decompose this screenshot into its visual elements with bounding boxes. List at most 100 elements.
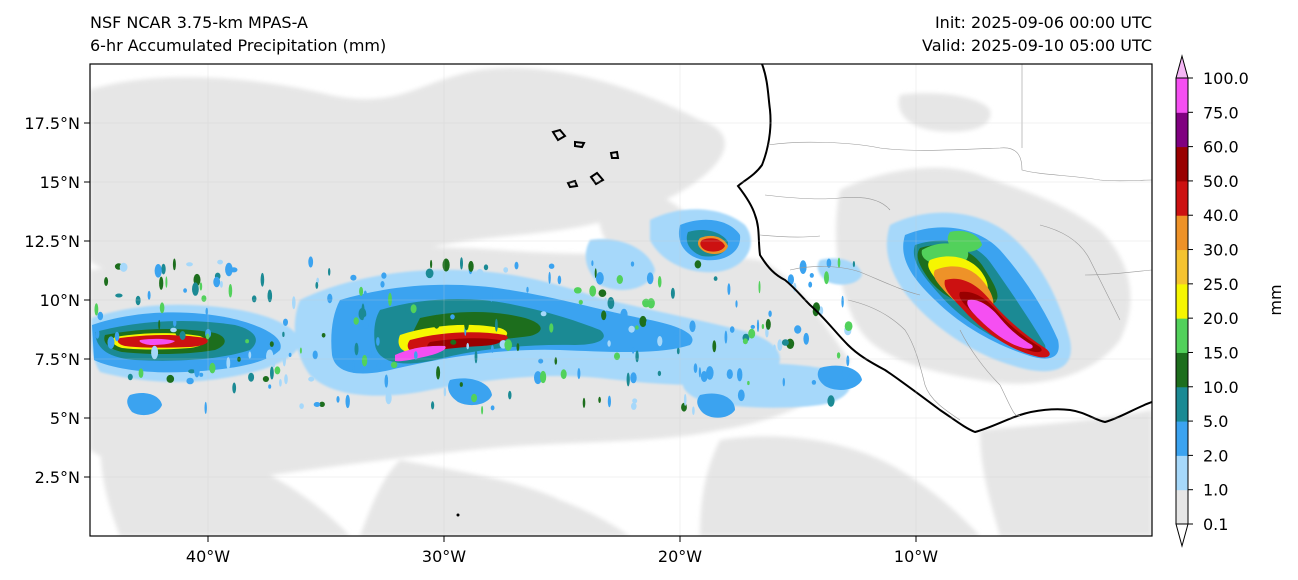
precip-cell bbox=[495, 318, 498, 332]
precip-cell bbox=[282, 352, 286, 367]
precip-cell bbox=[631, 346, 635, 354]
precip-cell bbox=[594, 268, 597, 279]
precip-cell bbox=[225, 262, 233, 277]
colorbar-swatch bbox=[1176, 112, 1188, 148]
precip-cell bbox=[735, 300, 738, 308]
colorbar-tick-label: 30.0 bbox=[1203, 241, 1239, 260]
precip-cell bbox=[410, 304, 417, 314]
precip-cell bbox=[359, 286, 364, 296]
precip-cell bbox=[481, 405, 484, 415]
precip-cell bbox=[183, 288, 188, 293]
precip-cell bbox=[645, 320, 650, 328]
precip-cell bbox=[483, 264, 489, 271]
precip-cell bbox=[642, 298, 651, 308]
precip-cell bbox=[826, 258, 832, 268]
precip-cell bbox=[464, 316, 469, 331]
precip-cell bbox=[228, 284, 233, 298]
precip-cell bbox=[138, 368, 144, 379]
precip-cell bbox=[750, 324, 755, 329]
colorbar-tick-label: 5.0 bbox=[1203, 412, 1228, 431]
precip-cell bbox=[635, 350, 639, 363]
precip-cell bbox=[729, 326, 735, 333]
precip-cell bbox=[312, 350, 318, 360]
precip-cell bbox=[468, 260, 474, 272]
precip-cell bbox=[657, 370, 662, 377]
colorbar-tick-label: 10.0 bbox=[1203, 378, 1239, 397]
precip-cell bbox=[237, 356, 241, 362]
colorbar-tick-label: 25.0 bbox=[1203, 275, 1239, 294]
precip-cell bbox=[209, 362, 216, 374]
trace-precip-layer bbox=[90, 68, 1152, 536]
precip-cell bbox=[646, 272, 654, 285]
precip-cell bbox=[336, 396, 340, 403]
precip-cell bbox=[251, 295, 257, 303]
precip-cell bbox=[631, 402, 637, 410]
precip-cell bbox=[768, 310, 772, 317]
precip-cell bbox=[747, 380, 750, 386]
precip-cell bbox=[526, 286, 529, 293]
precip-cell bbox=[186, 377, 194, 385]
precip-cell bbox=[199, 282, 203, 291]
precip-cell bbox=[560, 369, 567, 380]
precip-cell bbox=[607, 340, 611, 347]
colorbar-swatch bbox=[1176, 352, 1188, 388]
colorbar-swatch bbox=[1176, 249, 1188, 285]
precip-cell bbox=[471, 393, 478, 403]
precip-cell bbox=[442, 258, 450, 272]
x-axis-ticks: 40°W 30°W 20°W 10°W bbox=[186, 536, 938, 566]
precip-cell bbox=[758, 280, 761, 294]
precip-cell bbox=[670, 287, 675, 299]
precip-cell bbox=[425, 268, 434, 279]
precip-cell bbox=[852, 261, 856, 268]
precip-cell bbox=[673, 330, 679, 336]
precip-cell bbox=[706, 366, 714, 380]
colorbar-tick-label: 20.0 bbox=[1203, 309, 1239, 328]
precip-cell bbox=[724, 330, 728, 344]
precip-cell bbox=[846, 355, 850, 367]
precip-cell bbox=[837, 257, 841, 268]
precip-cell bbox=[159, 276, 164, 290]
colorbar-tick-label: 2.0 bbox=[1203, 446, 1228, 465]
precip-cell bbox=[698, 367, 702, 378]
precip-cell bbox=[769, 357, 775, 369]
precip-cell bbox=[165, 276, 168, 288]
precip-cell bbox=[319, 401, 325, 407]
colorbar-extend-max bbox=[1175, 54, 1189, 79]
precip-cell bbox=[693, 363, 698, 374]
colorbar-swatch bbox=[1176, 283, 1188, 319]
precip-cell bbox=[369, 350, 373, 358]
precip-cell bbox=[194, 363, 200, 378]
colorbar: 0.1 1.0 2.0 5.0 10.0 15.0 20.0 25.0 30.0 40.0 50.0… bbox=[1175, 54, 1249, 548]
precip-cell bbox=[433, 314, 441, 329]
precip-cell bbox=[548, 271, 551, 284]
precip-cell bbox=[787, 274, 795, 285]
precip-cell bbox=[119, 262, 128, 272]
precip-cell bbox=[308, 376, 315, 382]
chart-subtitle: 6-hr Accumulated Precipitation (mm) bbox=[90, 36, 387, 55]
precip-cell bbox=[321, 333, 326, 338]
chart-title: NSF NCAR 3.75-km MPAS-A bbox=[90, 13, 308, 32]
precip-cell bbox=[158, 319, 161, 330]
precip-cell bbox=[388, 292, 392, 306]
precip-cell bbox=[712, 340, 717, 353]
precip-cell bbox=[166, 374, 175, 383]
precip-cell bbox=[151, 345, 159, 360]
precip-cell bbox=[504, 339, 512, 351]
scattered-cells bbox=[94, 256, 856, 416]
precip-cell bbox=[727, 283, 731, 296]
small-island bbox=[456, 513, 460, 517]
precip-cell bbox=[305, 308, 309, 320]
precip-cell bbox=[777, 339, 783, 351]
precip-cell bbox=[267, 289, 273, 303]
precip-cell bbox=[95, 329, 100, 339]
colorbar-tick-label: 100.0 bbox=[1203, 69, 1249, 88]
precip-cell bbox=[175, 331, 181, 336]
precip-cell bbox=[204, 401, 207, 414]
precip-cell bbox=[361, 354, 368, 367]
x-tick-label: 40°W bbox=[186, 547, 230, 566]
precip-cell bbox=[802, 371, 808, 382]
precip-cell bbox=[683, 393, 687, 406]
colorbar-tick-label: 1.0 bbox=[1203, 481, 1228, 500]
precip-cell bbox=[476, 268, 484, 279]
y-tick-label: 12.5°N bbox=[24, 232, 80, 251]
